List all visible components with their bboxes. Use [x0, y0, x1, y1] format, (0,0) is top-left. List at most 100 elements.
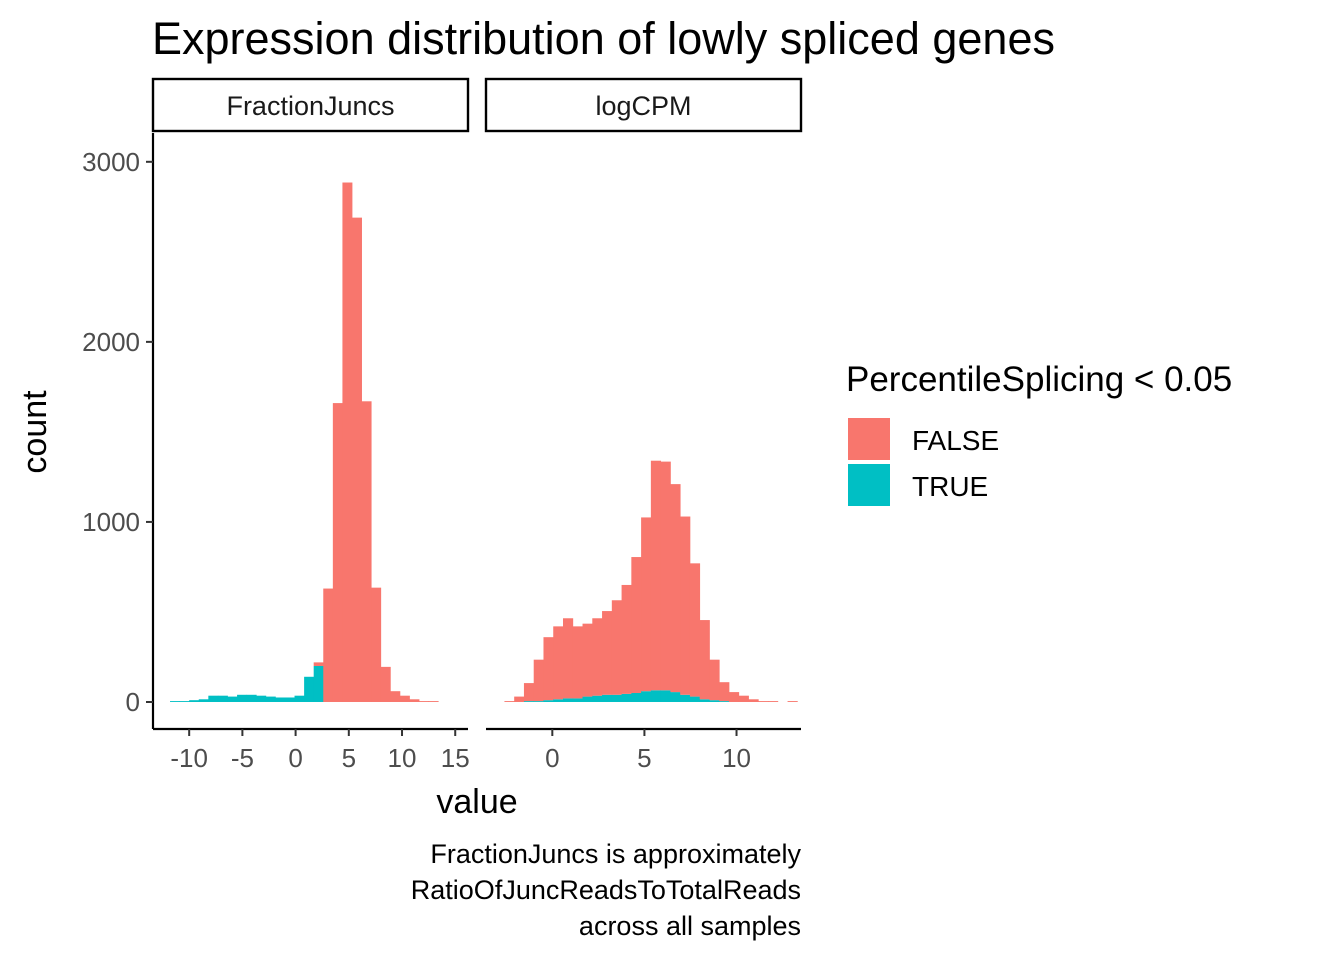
bar-false	[419, 701, 430, 702]
legend-key-false	[848, 418, 890, 460]
legend-key-true	[848, 464, 890, 506]
facet-strip-label: FractionJuncs	[226, 91, 394, 121]
bar-true	[699, 699, 710, 702]
bar-false	[768, 701, 779, 702]
panel-FractionJuncs: FractionJuncs -10 -5 0 5 10 15	[151, 77, 470, 773]
bar-false	[641, 517, 652, 692]
bar-false	[631, 557, 642, 693]
bar-true	[208, 695, 219, 702]
x-tick-label: 0	[545, 743, 559, 773]
bar-false	[699, 620, 710, 700]
bar-false	[719, 682, 730, 702]
bar-false	[371, 587, 382, 702]
bar-true	[256, 695, 267, 702]
bar-false	[728, 692, 740, 702]
bar-true	[621, 693, 632, 702]
bar-true	[709, 700, 720, 702]
x-tick-label: -5	[231, 743, 254, 773]
legend-label: FALSE	[912, 425, 999, 456]
bar-false	[342, 182, 353, 702]
bar-false	[621, 584, 632, 694]
legend-label: TRUE	[912, 471, 988, 502]
bar-false	[680, 516, 691, 695]
bar-true	[227, 696, 238, 702]
bar-true	[313, 665, 324, 702]
x-tick-label: 0	[288, 743, 302, 773]
caption-line: RatioOfJuncReadsToTotalReads	[411, 875, 801, 905]
facet-panels: FractionJuncs -10 -5 0 5 10 15 logCPM 0 5 10	[151, 77, 803, 773]
bar-true	[265, 696, 276, 702]
bar-true	[563, 698, 574, 702]
bar-true	[641, 691, 652, 702]
bar-false	[563, 618, 574, 699]
bar-false	[428, 701, 439, 702]
facet-strip	[151, 77, 470, 133]
bar-true	[582, 696, 593, 702]
bar-false	[409, 699, 420, 702]
bar-true	[189, 700, 200, 702]
bar-true	[246, 694, 257, 702]
bar-true	[217, 695, 228, 702]
x-tick-label: 5	[637, 743, 651, 773]
x-tick-label: 10	[388, 743, 417, 773]
bar-false	[689, 563, 701, 697]
facet-strip-label: logCPM	[595, 91, 691, 121]
y-tick-label: 2000	[82, 327, 140, 357]
bar-false	[572, 626, 583, 699]
x-tick-label: 15	[441, 743, 470, 773]
bar-true	[179, 701, 190, 702]
bar-true	[592, 695, 603, 702]
y-tick-label: 0	[126, 687, 140, 717]
bar-false	[787, 701, 798, 702]
bar-true	[523, 701, 535, 702]
bar-false	[523, 683, 535, 702]
bar-true	[611, 694, 622, 702]
bar-false	[399, 695, 410, 702]
bar-false	[602, 611, 613, 695]
bar-true	[670, 692, 681, 702]
bar-false	[514, 696, 525, 702]
bar-false	[582, 623, 593, 697]
bar-true	[533, 701, 544, 702]
bar-true	[650, 690, 662, 702]
bar-true	[680, 694, 691, 702]
bar-true	[275, 697, 286, 702]
bar-false	[660, 461, 671, 691]
bar-false	[670, 484, 681, 693]
y-axis-title: count	[16, 390, 54, 474]
bar-false	[611, 600, 622, 695]
x-tick-label: -10	[170, 743, 208, 773]
y-tick-label: 1000	[82, 507, 140, 537]
bar-true	[284, 697, 295, 702]
x-tick-label: 5	[342, 743, 356, 773]
y-tick-label: 3000	[82, 147, 140, 177]
bar-true	[294, 695, 305, 702]
y-axis: 0 1000 2000 3000	[82, 133, 155, 729]
x-axis-title: value	[436, 783, 517, 821]
bar-false	[592, 618, 603, 696]
bar-false	[390, 691, 401, 702]
bar-false	[361, 401, 372, 702]
panel-logCPM: logCPM 0 5 10	[484, 77, 803, 773]
facet-strip	[484, 77, 803, 133]
bar-false	[352, 217, 362, 702]
bar-false	[504, 701, 515, 702]
bar-true	[198, 699, 209, 702]
bar-true	[660, 690, 671, 702]
bar-false	[380, 666, 391, 702]
bar-false	[758, 701, 769, 702]
bar-false	[543, 637, 554, 701]
x-tick-label: 10	[722, 743, 751, 773]
bar-true	[572, 698, 583, 702]
bar-true	[237, 694, 248, 702]
chart-caption: FractionJuncs is approximately RatioOfJun…	[411, 839, 802, 941]
bar-true	[170, 701, 181, 702]
bar-false	[709, 659, 720, 701]
legend-title: PercentileSplicing < 0.05	[846, 360, 1232, 399]
legend: PercentileSplicing < 0.05 FALSE TRUE	[846, 360, 1232, 506]
bar-false	[313, 662, 324, 666]
bar-true	[543, 700, 554, 702]
chart-title: Expression distribution of lowly spliced…	[152, 13, 1055, 64]
caption-line: across all samples	[579, 911, 801, 941]
